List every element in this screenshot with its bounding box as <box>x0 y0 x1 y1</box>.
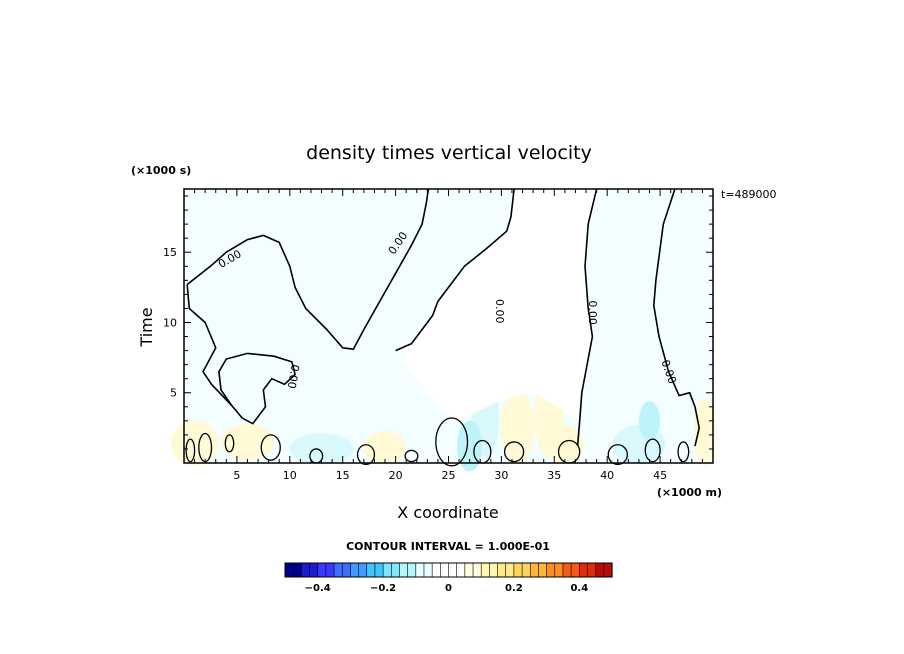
x-unit-label: (×1000 m) <box>657 486 722 499</box>
x-tick-label: 40 <box>600 469 614 482</box>
cell-contour <box>185 438 196 463</box>
shaded-field <box>171 189 716 472</box>
colorbar-cell <box>309 562 319 578</box>
zero-contour-line <box>395 188 515 352</box>
contour-interval-label: CONTOUR INTERVAL = 1.000E-01 <box>346 540 550 553</box>
y-tick-label: 15 <box>163 246 177 259</box>
field-patch <box>693 398 716 466</box>
colorbar-cell <box>423 562 433 578</box>
colorbar-cell <box>415 562 425 578</box>
zero-contour-line <box>186 188 430 350</box>
colorbar-cell <box>595 562 605 578</box>
colorbar-cell <box>448 562 458 578</box>
colorbar-cell <box>390 562 401 578</box>
cell-contour <box>356 444 376 466</box>
x-tick-label: 10 <box>283 469 297 482</box>
colorbar-cell <box>292 562 302 578</box>
colorbar-cell <box>350 562 360 578</box>
field-patch <box>221 423 274 461</box>
colorbar-cell <box>554 562 564 578</box>
colorbar-cell <box>497 562 507 578</box>
colorbar-cell <box>284 562 294 578</box>
cell-contour <box>404 449 419 463</box>
colorbar-cell <box>546 562 556 578</box>
colorbar-cell <box>521 562 531 578</box>
colorbar-cell <box>562 562 572 578</box>
colorbar-cell <box>333 562 343 578</box>
colorbar-cell <box>440 562 450 578</box>
colorbar-cell <box>456 562 466 578</box>
zero-contours <box>185 188 700 467</box>
zero-contour-left <box>186 284 233 406</box>
x-tick-label: 30 <box>494 469 508 482</box>
colorbar-cell <box>513 562 523 578</box>
cell-contour <box>260 434 281 461</box>
colorbar-cell <box>587 562 597 578</box>
colorbar-cell <box>366 562 376 578</box>
x-tick-label: 20 <box>389 469 403 482</box>
colorbar-cell <box>407 562 417 578</box>
x-tick-label: 15 <box>336 469 350 482</box>
cell-contour <box>224 434 235 453</box>
colorbar-cell <box>431 562 441 578</box>
field-patch <box>638 401 661 441</box>
colorbar-cell <box>358 562 368 578</box>
colorbar-cell <box>538 562 548 578</box>
cell-contour <box>607 444 628 466</box>
field-patch <box>545 425 584 465</box>
colorbar-cell <box>301 562 311 578</box>
field-patch <box>500 389 535 463</box>
zero-contour-lobe <box>218 352 296 425</box>
contour-label: 0.00 <box>285 363 302 389</box>
colorbar-cell <box>570 562 580 578</box>
colorbar-cell <box>399 562 409 578</box>
cell-contour <box>503 441 525 463</box>
colorbar-cell <box>341 562 352 578</box>
colorbar-tick-label: −0.4 <box>305 583 331 594</box>
colorbar-tick-label: −0.2 <box>370 583 396 594</box>
x-tick-label: 45 <box>653 469 667 482</box>
cell-contour <box>435 417 469 467</box>
zero-contour-line <box>576 188 598 447</box>
colorbar-tick-label: 0.4 <box>570 583 588 594</box>
colorbar-cell <box>505 562 515 578</box>
field-patch <box>289 433 354 465</box>
field-zero-region <box>395 189 597 421</box>
cell-contour <box>644 438 661 463</box>
contour-label: 0.00 <box>586 300 599 325</box>
x-tick-label: 35 <box>547 469 561 482</box>
colorbar-cell <box>374 562 384 578</box>
colorbar-cell <box>472 562 482 578</box>
y-tick-label: 5 <box>170 387 177 400</box>
colorbar-cell <box>578 562 589 578</box>
colorbar-tick-label: 0.2 <box>505 583 523 594</box>
zero-contour-line <box>653 188 700 447</box>
colorbar-cell <box>529 562 540 578</box>
colorbar: −0.4 −0.2 0 0.2 0.4 <box>284 562 613 594</box>
colorbar-cell <box>480 562 490 578</box>
cell-contour <box>677 441 690 463</box>
colorbar-cell <box>325 562 335 578</box>
y-unit-label: (×1000 s) <box>131 164 191 177</box>
y-axis-label: Time <box>137 307 156 347</box>
axes: 5 10 15 20 25 30 35 40 45 5 10 15 <box>163 188 714 482</box>
field-patch <box>171 420 218 466</box>
colorbar-cell <box>489 562 499 578</box>
x-tick-label: 25 <box>442 469 456 482</box>
colorbar-tick-label: 0 <box>445 583 452 594</box>
time-stamp: t=489000 <box>721 188 777 201</box>
chart-title: density times vertical velocity <box>306 142 592 164</box>
colorbar-cell <box>603 562 613 578</box>
x-axis-label: X coordinate <box>397 503 498 522</box>
colorbar-cell <box>464 562 474 578</box>
colorbar-cell <box>317 562 327 578</box>
y-tick-label: 10 <box>163 316 177 329</box>
colorbar-cell <box>382 562 392 578</box>
colorbar-frame <box>284 562 613 578</box>
x-tick-label: 5 <box>233 469 240 482</box>
contour-label: 0.00 <box>493 299 506 324</box>
field-patch <box>456 420 483 472</box>
